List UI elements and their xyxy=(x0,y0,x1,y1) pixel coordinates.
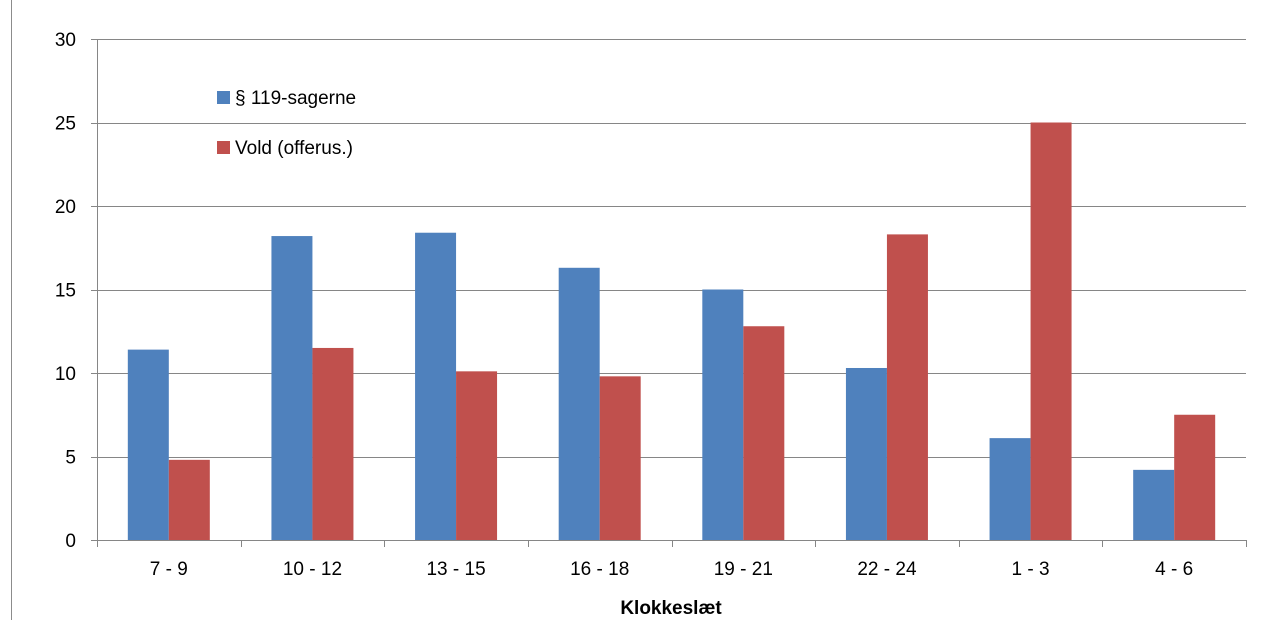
bar-series-1 xyxy=(1133,469,1175,540)
bar-series-2 xyxy=(1030,122,1072,540)
x-axis-tick-labels: 7 - 9 10 - 12 13 - 15 16 - 18 19 - 21 22 - 24… xyxy=(150,559,1193,580)
bar-series-2 xyxy=(312,347,354,540)
x-tick-label: 13 - 15 xyxy=(426,559,485,580)
bar-series-1 xyxy=(702,289,744,540)
x-tick-label: 22 - 24 xyxy=(857,559,917,580)
y-tick-label: 25 xyxy=(55,114,76,135)
bars xyxy=(127,122,1216,540)
y-tick-label: 30 xyxy=(55,30,76,51)
x-tick-label: 4 - 6 xyxy=(1155,559,1193,580)
bar-series-1 xyxy=(845,367,887,540)
bar-series-1 xyxy=(558,267,600,540)
x-tick-label: 7 - 9 xyxy=(150,559,188,580)
x-tick-label: 10 - 12 xyxy=(283,559,342,580)
bar-series-1 xyxy=(271,236,313,540)
bar-series-1 xyxy=(127,349,169,540)
y-tick-label: 5 xyxy=(65,448,76,469)
legend: § 119-sagerne Vold (offerus.) xyxy=(217,88,356,159)
x-axis-title: Klokkeslæt xyxy=(620,598,722,619)
legend-swatch-series-2 xyxy=(217,141,230,154)
y-tick-label: 20 xyxy=(55,197,76,218)
bar-series-2 xyxy=(886,234,928,540)
bar-series-1 xyxy=(989,438,1031,540)
bar-series-2 xyxy=(168,459,210,540)
bar-series-2 xyxy=(743,326,785,540)
legend-swatch-series-1 xyxy=(217,91,230,104)
y-tick-label: 0 xyxy=(65,531,76,552)
x-tick-label: 1 - 3 xyxy=(1012,559,1050,580)
bar-series-2 xyxy=(456,371,498,540)
bar-series-2 xyxy=(1174,414,1216,540)
axes xyxy=(97,39,1247,547)
bar-series-2 xyxy=(599,376,641,540)
x-tick-label: 19 - 21 xyxy=(714,559,773,580)
legend-label-series-2: Vold (offerus.) xyxy=(235,138,353,159)
y-tick-label: 10 xyxy=(55,364,76,385)
legend-label-series-1: § 119-sagerne xyxy=(235,88,356,109)
gridlines xyxy=(91,39,1246,541)
y-axis-tick-labels: 0 5 10 15 20 25 30 xyxy=(55,30,76,552)
x-tick-label: 16 - 18 xyxy=(570,559,629,580)
bar-series-1 xyxy=(415,232,457,540)
y-tick-label: 15 xyxy=(55,281,76,302)
